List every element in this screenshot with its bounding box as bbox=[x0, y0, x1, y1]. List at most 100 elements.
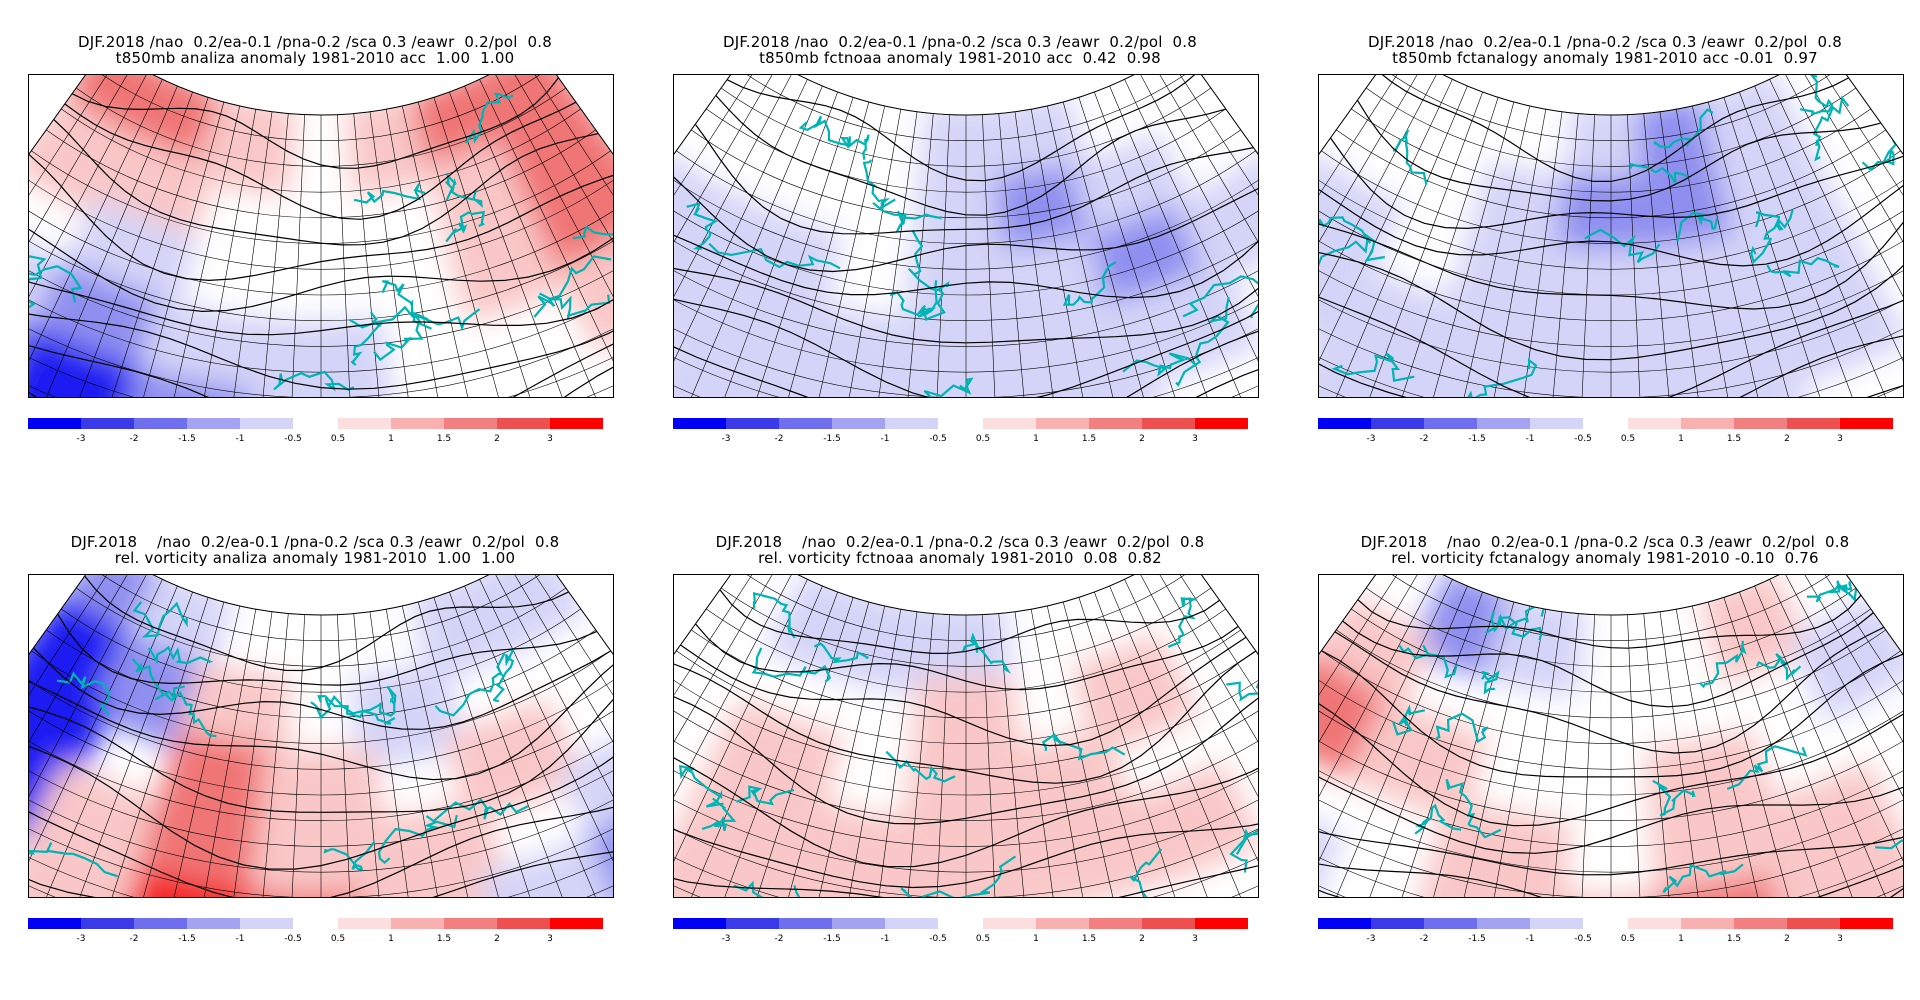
contour-line bbox=[57, 613, 598, 686]
colorbar-positive-swatch bbox=[1734, 918, 1787, 929]
colorbar: -3 -2 -1.5 -1 -0.5 0.5 1 1.5 2 3 bbox=[1318, 918, 1902, 952]
colorbar-negative-swatch bbox=[81, 418, 134, 429]
contour-line bbox=[29, 153, 613, 282]
contour-line bbox=[71, 77, 559, 169]
coastline-segment bbox=[273, 370, 355, 392]
contours bbox=[674, 589, 1258, 897]
coastline-segment bbox=[1799, 75, 1834, 116]
coastline-segment bbox=[1755, 209, 1794, 229]
contour-line bbox=[29, 680, 613, 813]
colorbar-label: 1.5 bbox=[1081, 934, 1097, 944]
colorbar-positive-swatch bbox=[1036, 918, 1089, 929]
panel-title-line2: rel. vorticity analiza anomaly 1981-2010… bbox=[114, 549, 516, 567]
coastline-segment bbox=[1319, 210, 1372, 244]
contour-line bbox=[29, 240, 613, 336]
colorbar-label: 1 bbox=[1033, 934, 1039, 944]
contour-line bbox=[1334, 626, 1885, 754]
contour-line bbox=[84, 575, 569, 672]
contour-line bbox=[29, 288, 613, 397]
coastline-segment bbox=[733, 880, 803, 897]
contour-line bbox=[1319, 738, 1903, 854]
anomaly-cell bbox=[193, 90, 297, 196]
panel-title-line2: t850mb fctanalogy anomaly 1981-2010 acc … bbox=[1392, 49, 1818, 67]
colorbar-label: -2 bbox=[774, 934, 784, 944]
coastline-segment bbox=[1445, 778, 1502, 839]
colorbar-negative-swatch bbox=[1318, 418, 1371, 429]
coastline-segment bbox=[1629, 162, 1689, 184]
map-outline bbox=[1319, 75, 1903, 155]
coastline-segment bbox=[813, 642, 869, 664]
contour-line bbox=[1357, 594, 1862, 649]
colorbar-label: -1 bbox=[880, 434, 890, 444]
coastline-segment bbox=[348, 305, 481, 332]
colorbar-positive-swatch bbox=[1195, 918, 1248, 929]
contour-line bbox=[29, 797, 613, 897]
coastline-segment bbox=[1392, 704, 1426, 736]
colorbar-negative-swatch bbox=[187, 918, 240, 929]
anomaly-cell bbox=[112, 366, 277, 397]
contour-line bbox=[53, 118, 599, 246]
colorbar-positive-swatch bbox=[1787, 418, 1840, 429]
coastlines bbox=[678, 591, 1258, 897]
colorbar-label: -0.5 bbox=[284, 434, 302, 444]
coastline-segment bbox=[917, 288, 946, 322]
colorbar-positive-swatch bbox=[550, 918, 603, 929]
coastline-segment bbox=[1662, 863, 1744, 894]
contours bbox=[1319, 75, 1903, 397]
colorbar-label: 1.5 bbox=[436, 934, 452, 944]
coastline-segment bbox=[1812, 95, 1850, 162]
colorbar-negative-swatch bbox=[1477, 918, 1530, 929]
contour-line bbox=[674, 809, 1258, 897]
coastline-segment bbox=[701, 797, 737, 832]
colorbar-positive-swatch bbox=[1840, 918, 1893, 929]
contour-line bbox=[674, 771, 1258, 889]
map-plot bbox=[29, 575, 613, 897]
colorbar-negative-swatch bbox=[28, 918, 81, 929]
colorbar-negative-swatch bbox=[673, 418, 726, 429]
anomaly-field bbox=[1319, 75, 1903, 397]
coastline-segment bbox=[148, 645, 214, 666]
colorbar-label: 0.5 bbox=[975, 434, 991, 444]
coastline-segment bbox=[889, 280, 938, 317]
map-plot bbox=[1319, 575, 1903, 897]
contours bbox=[29, 575, 613, 897]
panel-title-line2: rel. vorticity fctnoaa anomaly 1981-2010… bbox=[758, 549, 1162, 567]
colorbar-negative-swatch bbox=[1424, 418, 1477, 429]
colorbar-positive-swatch bbox=[497, 918, 550, 929]
colorbar-label: -0.5 bbox=[284, 934, 302, 944]
coastline-segment bbox=[1829, 575, 1880, 603]
anomaly-cell bbox=[557, 707, 613, 855]
coastline-segment bbox=[900, 855, 1017, 897]
colorbar-label: 3 bbox=[1192, 434, 1198, 444]
colorbar-negative-swatch bbox=[726, 918, 779, 929]
map-panel-t850-fctnoaa: DJF.2018 /nao 0.2/ea-0.1 /pna-0.2 /sca 0… bbox=[645, 30, 1275, 500]
colorbar-label: -1.5 bbox=[1468, 434, 1486, 444]
contour-line bbox=[1319, 174, 1903, 267]
coastline-segment bbox=[1755, 653, 1802, 681]
coastlines bbox=[29, 601, 529, 878]
coastline-segment bbox=[310, 695, 371, 720]
colorbar-label: -3 bbox=[721, 934, 731, 944]
colorbar-label: -0.5 bbox=[929, 434, 947, 444]
contour-line bbox=[1356, 99, 1882, 202]
coastline-segment bbox=[434, 652, 506, 717]
contour-line bbox=[674, 203, 1258, 299]
coastline-segment bbox=[1766, 256, 1840, 278]
colorbar-negative-swatch bbox=[885, 418, 938, 429]
coastline-segment bbox=[353, 183, 426, 204]
coastline-segment bbox=[840, 134, 870, 160]
colorbar-label: -3 bbox=[76, 434, 86, 444]
anomaly-field bbox=[674, 575, 1258, 897]
colorbar-label: 3 bbox=[1192, 934, 1198, 944]
colorbar-label: 3 bbox=[547, 934, 553, 944]
colorbar-negative-swatch bbox=[726, 418, 779, 429]
anomaly-cell bbox=[112, 866, 277, 897]
colorbar-label: -1.5 bbox=[178, 934, 196, 944]
colorbar: -3 -2 -1.5 -1 -0.5 0.5 1 1.5 2 3 bbox=[673, 918, 1257, 952]
colorbar-label: -1 bbox=[235, 434, 245, 444]
map-frame bbox=[1318, 74, 1904, 398]
coastline-segment bbox=[751, 647, 832, 683]
panel-title-line2: t850mb analiza anomaly 1981-2010 acc 1.0… bbox=[115, 49, 515, 67]
colorbar-label: 2 bbox=[1784, 434, 1790, 444]
panel-title-line1: DJF.2018 /nao 0.2/ea-0.1 /pna-0.2 /sca 0… bbox=[715, 533, 1205, 551]
